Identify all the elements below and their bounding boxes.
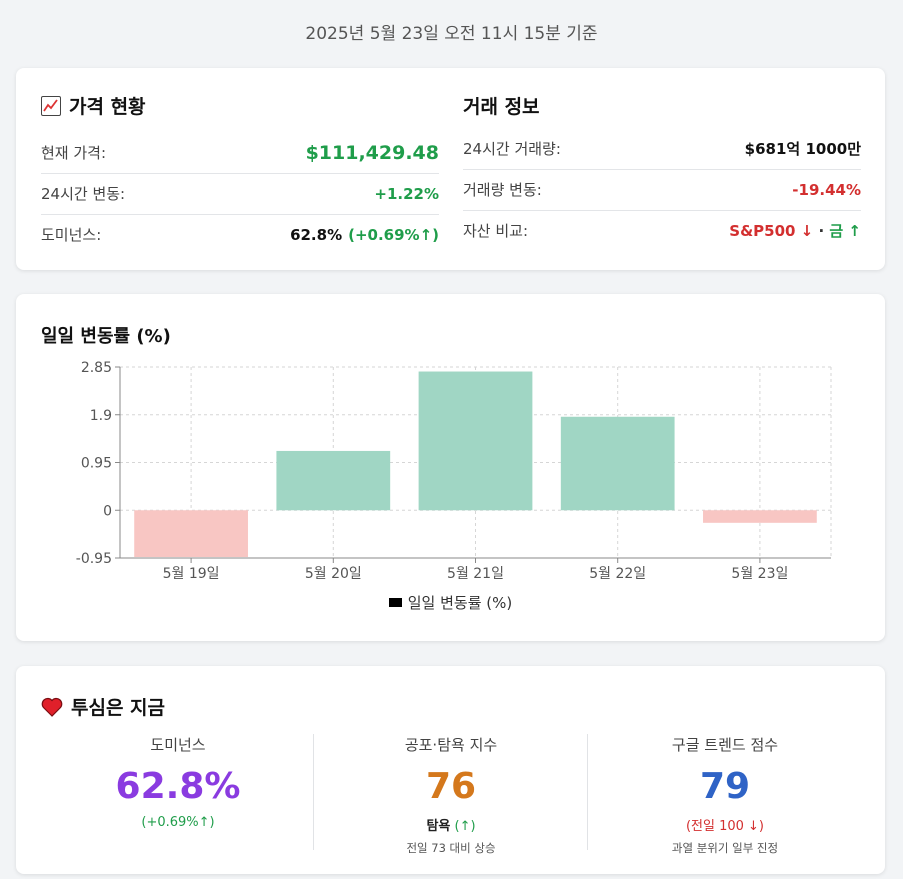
daily-change-chart: -0.95 0 0.95 1.9 2.85 5월 19일 5월 20일 5월 21일 5월 22… <box>76 360 832 582</box>
legend-label: 일일 변동률 (%) <box>407 594 513 612</box>
y-tick-label: 0.95 <box>81 456 112 472</box>
metric-dominance: 도미넌스 62.8% (+0.69%↑) <box>41 734 315 830</box>
chart-legend[interactable]: 일일 변동률 (%) <box>16 592 885 613</box>
metric-note: 전일 73 대비 상승 <box>406 841 496 855</box>
metric-label: 구글 트렌드 점수 <box>671 736 779 754</box>
metric-sub: 탐욕 (↑) <box>314 815 588 834</box>
volume-change-label: 거래량 변동: <box>463 181 542 199</box>
change-24h-label: 24시간 변동: <box>41 185 126 203</box>
dominance-label: 도미넌스: <box>41 226 102 244</box>
metric-google-trends: 구글 트렌드 점수 79 (전일 100 ↓) 과열 분위기 일부 진정 <box>588 734 862 856</box>
x-tick-label: 5월 19일 <box>163 566 220 582</box>
asset-compare-row: 자산 비교: S&P500 ↓ · 금 ↑ <box>463 210 861 251</box>
metric-divider <box>587 734 588 850</box>
volume-change-row: 거래량 변동: -19.44% <box>463 169 861 211</box>
price-section-title: 가격 현황 <box>41 92 146 119</box>
y-tick-label: 1.9 <box>90 408 112 424</box>
current-price-label: 현재 가격: <box>41 144 107 162</box>
bar <box>134 510 248 557</box>
metric-sub: (+0.69%↑) <box>141 815 215 830</box>
y-tick-label: 0 <box>103 503 112 519</box>
timestamp: 2025년 5월 23일 오전 11시 15분 기준 <box>305 24 598 44</box>
x-tick-label: 5월 21일 <box>447 566 504 582</box>
asset-compare-separator: · <box>813 222 830 240</box>
legend-swatch <box>388 598 402 607</box>
metric-sub-change: (↑) <box>454 819 476 834</box>
chart-card: 일일 변동률 (%) -0.95 0 0.95 1.9 2.85 5월 19일 5월 20일… <box>16 294 885 641</box>
dominance-values: 62.8% (+0.69%↑) <box>290 226 439 244</box>
chart-title: 일일 변동률 (%) <box>41 326 171 347</box>
metric-fear-greed: 공포·탐욕 지수 76 탐욕 (↑) 전일 73 대비 상승 <box>314 734 588 856</box>
x-tick-label: 5월 20일 <box>305 566 362 582</box>
volume-label: 24시간 거래량: <box>463 140 561 158</box>
heart-icon <box>41 697 63 717</box>
volume-row: 24시간 거래량: $681억 1000만 <box>463 128 861 170</box>
dominance-change: (+0.69%↑) <box>348 225 439 244</box>
metric-value: 79 <box>699 766 751 807</box>
metric-sub-label: 탐욕 <box>426 819 451 834</box>
asset-compare-label: 자산 비교: <box>463 222 529 240</box>
price-card: 가격 현황 현재 가격: $111,429.48 24시간 변동: +1.22%… <box>16 68 885 270</box>
metric-value: 62.8% <box>115 766 241 807</box>
volume-change-value: -19.44% <box>792 180 861 199</box>
change-24h-value: +1.22% <box>374 184 439 203</box>
y-tick-label: -0.95 <box>76 551 112 567</box>
metric-value: 76 <box>425 766 477 807</box>
bar <box>560 416 675 511</box>
current-price-value: $111,429.48 <box>305 141 439 164</box>
dominance-row: 도미넌스: 62.8% (+0.69%↑) <box>41 214 439 255</box>
dominance-value: 62.8% <box>290 225 343 244</box>
bar <box>703 510 817 523</box>
chart-up-icon <box>41 95 61 116</box>
price-section-title-text: 가격 현황 <box>69 96 146 118</box>
x-tick-label: 5월 23일 <box>731 566 788 582</box>
x-tick-label: 5월 22일 <box>589 566 646 582</box>
asset-compare-gold: 금 ↑ <box>829 222 861 240</box>
current-price-row: 현재 가격: $111,429.48 <box>41 132 439 174</box>
sentiment-title: 투심은 지금 <box>41 693 165 720</box>
volume-value: $681억 1000만 <box>744 140 861 158</box>
asset-compare-values: S&P500 ↓ · 금 ↑ <box>729 220 861 241</box>
metric-divider <box>313 734 314 850</box>
sentiment-card: 투심은 지금 도미넌스 62.8% (+0.69%↑) 공포·탐욕 지수 76 … <box>16 666 885 874</box>
trade-section-title: 거래 정보 <box>463 96 540 118</box>
metric-label: 공포·탐욕 지수 <box>404 736 498 754</box>
bar <box>276 450 391 511</box>
y-tick-label: 2.85 <box>81 360 112 376</box>
metric-label: 도미넌스 <box>150 736 206 754</box>
metric-note: 과열 분위기 일부 진정 <box>671 841 779 855</box>
bar <box>418 371 533 511</box>
metric-sub: (전일 100 ↓) <box>685 819 765 834</box>
asset-compare-sp: S&P500 ↓ <box>729 222 814 240</box>
sentiment-title-text: 투심은 지금 <box>71 697 166 719</box>
change-24h-row: 24시간 변동: +1.22% <box>41 173 439 215</box>
